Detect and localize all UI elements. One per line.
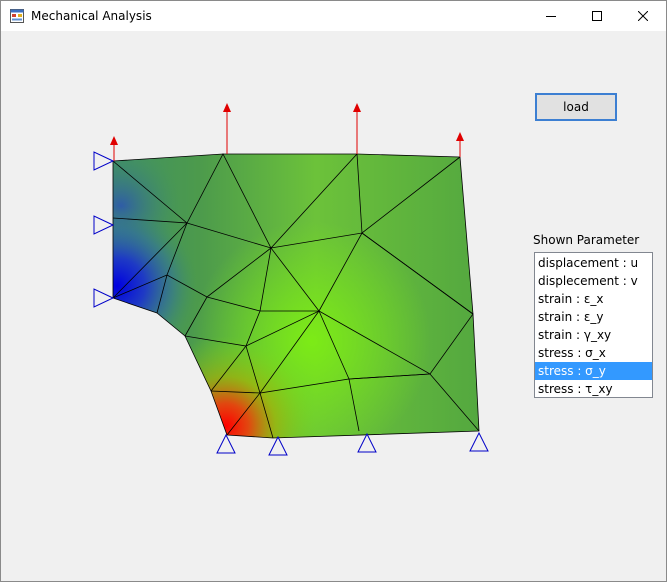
list-item-strain-y[interactable]: strain : ε_y: [538, 310, 604, 324]
shown-parameter-label: Shown Parameter: [533, 233, 640, 247]
maximize-icon: [592, 11, 602, 21]
support-triangle: [216, 433, 236, 454]
close-icon: [638, 11, 648, 21]
window-title: Mechanical Analysis: [31, 9, 152, 23]
parameter-listbox[interactable]: displacement : u displecement : v strain…: [534, 252, 653, 398]
close-button[interactable]: [620, 1, 666, 31]
list-item-stress-x[interactable]: stress : σ_x: [538, 346, 606, 360]
list-item-strain-x[interactable]: strain : ε_x: [538, 292, 604, 306]
load-arrow: [456, 132, 464, 157]
list-item-displacement-u[interactable]: displacement : u: [538, 256, 639, 270]
support-triangle: [469, 431, 489, 452]
minimize-icon: [546, 16, 556, 17]
stress-contour: [113, 154, 479, 438]
list-item-stress-y[interactable]: stress : σ_y: [535, 362, 652, 380]
support-triangle: [268, 435, 288, 456]
support-triangle: [93, 151, 115, 171]
minimize-button[interactable]: [528, 1, 574, 31]
load-arrow: [353, 103, 361, 154]
list-item-strain-xy[interactable]: strain : γ_xy: [538, 328, 612, 342]
roller-supports-left: [93, 151, 115, 308]
maximize-button[interactable]: [574, 1, 620, 31]
support-triangle: [93, 288, 115, 308]
list-item-stress-xy[interactable]: stress : τ_xy: [538, 382, 613, 396]
title-bar[interactable]: Mechanical Analysis: [1, 1, 666, 31]
load-arrow: [223, 103, 231, 154]
support-triangle: [93, 215, 115, 235]
load-button[interactable]: load: [535, 93, 617, 121]
fem-plot-canvas[interactable]: [1, 31, 501, 471]
load-arrows: [110, 103, 464, 161]
form-icon: [10, 9, 24, 23]
load-arrow: [110, 136, 118, 161]
roller-supports-bottom: [216, 431, 489, 456]
list-item-displacement-v[interactable]: displecement : v: [538, 274, 638, 288]
support-triangle: [357, 432, 377, 453]
